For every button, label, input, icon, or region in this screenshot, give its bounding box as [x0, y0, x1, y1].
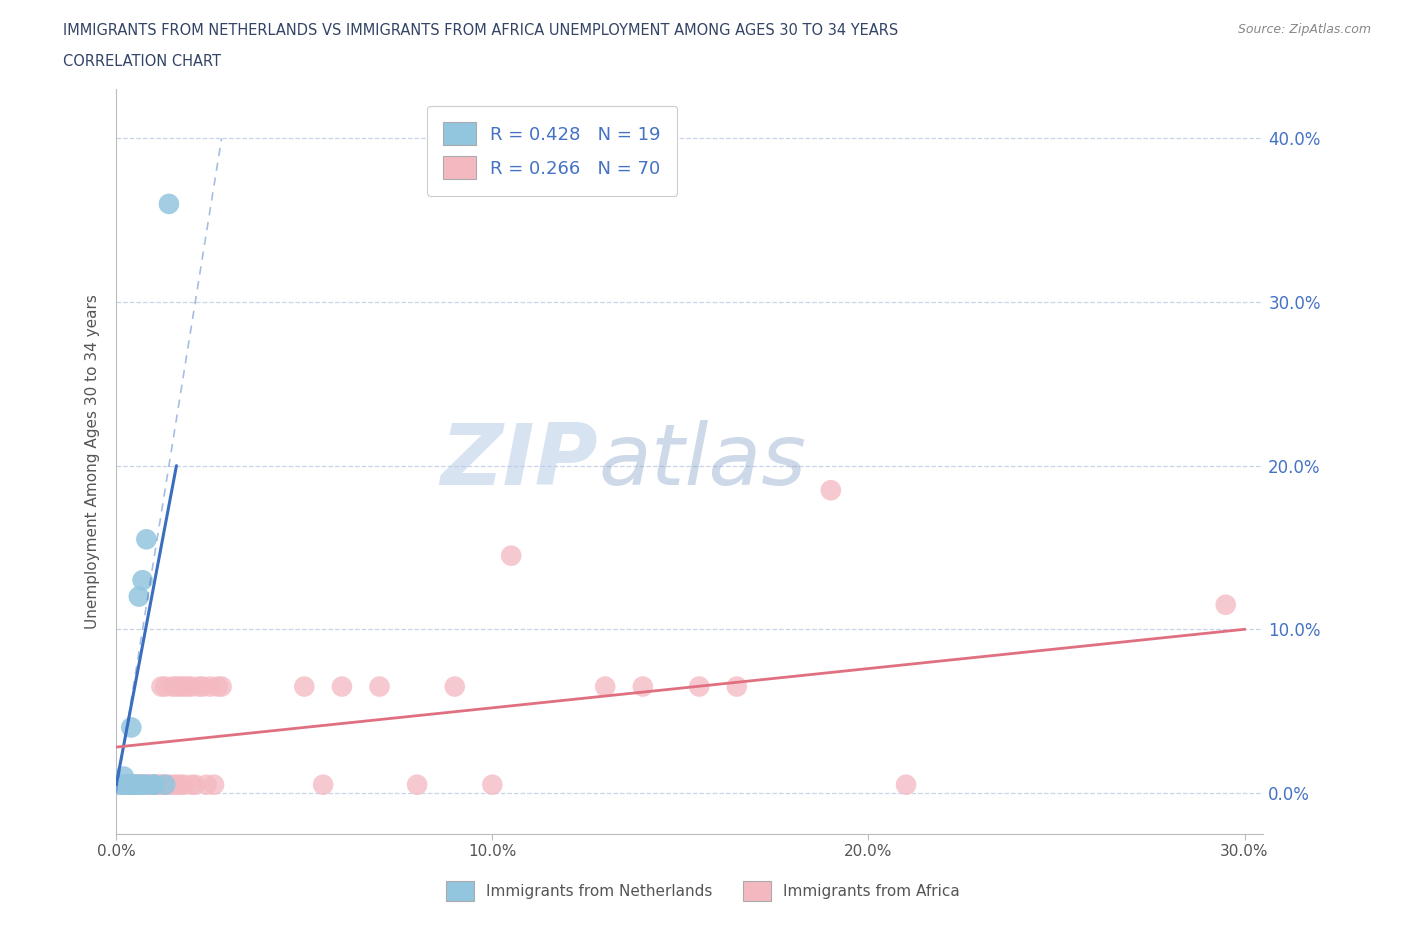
Point: [124, 777, 146, 792]
Point: [135, 777, 157, 792]
Point: [191, 679, 214, 694]
Point: [146, 777, 169, 792]
Point: [131, 777, 153, 792]
Y-axis label: Unemployment Among Ages 30 to 34 years: Unemployment Among Ages 30 to 34 years: [86, 294, 100, 629]
Point: [142, 777, 165, 792]
Point: [131, 777, 153, 792]
Point: [481, 777, 503, 792]
Point: [211, 679, 233, 694]
Point: [406, 777, 429, 792]
Point: [120, 777, 142, 792]
Point: [120, 777, 142, 792]
Point: [117, 777, 139, 792]
Point: [135, 777, 157, 792]
Point: [153, 679, 176, 694]
Point: [142, 777, 165, 792]
Point: [202, 777, 225, 792]
Point: [150, 777, 173, 792]
Point: [312, 777, 335, 792]
Text: IMMIGRANTS FROM NETHERLANDS VS IMMIGRANTS FROM AFRICA UNEMPLOYMENT AMONG AGES 30: IMMIGRANTS FROM NETHERLANDS VS IMMIGRANT…: [63, 23, 898, 38]
Point: [142, 777, 165, 792]
Point: [131, 777, 153, 792]
Point: [200, 679, 222, 694]
Point: [142, 777, 165, 792]
Point: [593, 679, 616, 694]
Text: CORRELATION CHART: CORRELATION CHART: [63, 54, 221, 69]
Point: [820, 483, 842, 498]
Point: [117, 777, 139, 792]
Point: [131, 777, 153, 792]
Point: [180, 679, 202, 694]
Point: [117, 777, 139, 792]
Point: [195, 777, 218, 792]
Point: [139, 777, 162, 792]
Point: [631, 679, 654, 694]
Point: [120, 777, 142, 792]
Point: [124, 777, 146, 792]
Point: [124, 777, 146, 792]
Legend: Immigrants from Netherlands, Immigrants from Africa: Immigrants from Netherlands, Immigrants …: [434, 869, 972, 913]
Point: [128, 777, 150, 792]
Point: [112, 777, 135, 792]
Point: [150, 679, 173, 694]
Point: [173, 777, 195, 792]
Point: [165, 777, 187, 792]
Point: [112, 777, 135, 792]
Point: [169, 679, 191, 694]
Point: [150, 777, 173, 792]
Point: [108, 777, 131, 792]
Point: [124, 777, 146, 792]
Point: [169, 777, 191, 792]
Point: [157, 196, 180, 211]
Point: [157, 777, 180, 792]
Point: [131, 573, 153, 588]
Point: [142, 777, 165, 792]
Point: [501, 548, 523, 563]
Point: [139, 777, 162, 792]
Text: Source: ZipAtlas.com: Source: ZipAtlas.com: [1237, 23, 1371, 36]
Point: [135, 777, 157, 792]
Text: ZIP: ZIP: [440, 420, 598, 503]
Point: [368, 679, 391, 694]
Point: [124, 777, 146, 792]
Point: [117, 777, 139, 792]
Point: [184, 777, 207, 792]
Point: [135, 777, 157, 792]
Point: [108, 777, 131, 792]
Point: [117, 777, 139, 792]
Point: [207, 679, 229, 694]
Point: [112, 769, 135, 784]
Point: [146, 777, 169, 792]
Point: [142, 777, 165, 792]
Point: [292, 679, 315, 694]
Point: [128, 589, 150, 604]
Point: [725, 679, 748, 694]
Point: [128, 777, 150, 792]
Point: [153, 777, 176, 792]
Point: [162, 777, 184, 792]
Point: [120, 777, 142, 792]
Point: [120, 720, 142, 735]
Text: atlas: atlas: [598, 420, 806, 503]
Point: [894, 777, 917, 792]
Point: [135, 532, 157, 547]
Legend: R = 0.428   N = 19, R = 0.266   N = 70: R = 0.428 N = 19, R = 0.266 N = 70: [427, 106, 678, 195]
Point: [162, 679, 184, 694]
Point: [177, 679, 200, 694]
Point: [153, 777, 176, 792]
Point: [165, 679, 187, 694]
Point: [1215, 597, 1237, 612]
Point: [128, 777, 150, 792]
Point: [117, 777, 139, 792]
Point: [330, 679, 353, 694]
Point: [124, 777, 146, 792]
Point: [688, 679, 710, 694]
Point: [128, 777, 150, 792]
Point: [443, 679, 465, 694]
Point: [180, 777, 202, 792]
Point: [188, 679, 211, 694]
Point: [173, 679, 195, 694]
